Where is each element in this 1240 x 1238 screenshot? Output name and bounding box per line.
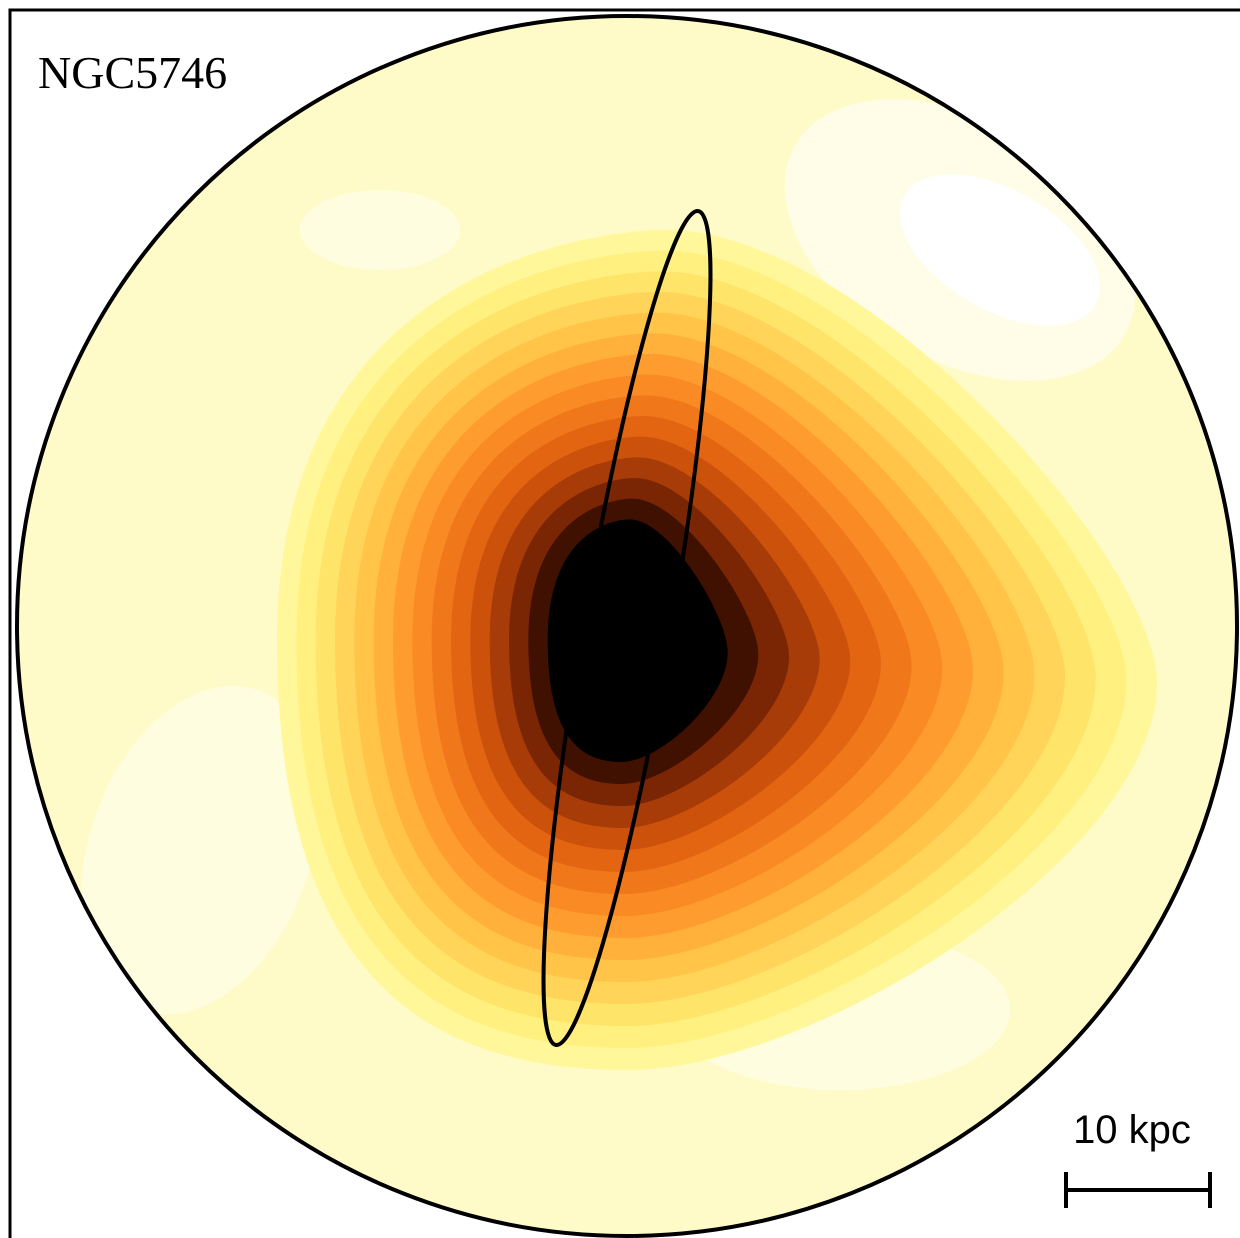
page: {"label": "NGC5746", "scale_bar": {"labe… xyxy=(0,0,1240,1238)
band xyxy=(300,190,460,270)
figure: NGC5746 10 kpc xyxy=(0,0,1240,1238)
scale-label: 10 kpc xyxy=(1073,1108,1191,1152)
galaxy-label: NGC5746 xyxy=(38,47,227,98)
